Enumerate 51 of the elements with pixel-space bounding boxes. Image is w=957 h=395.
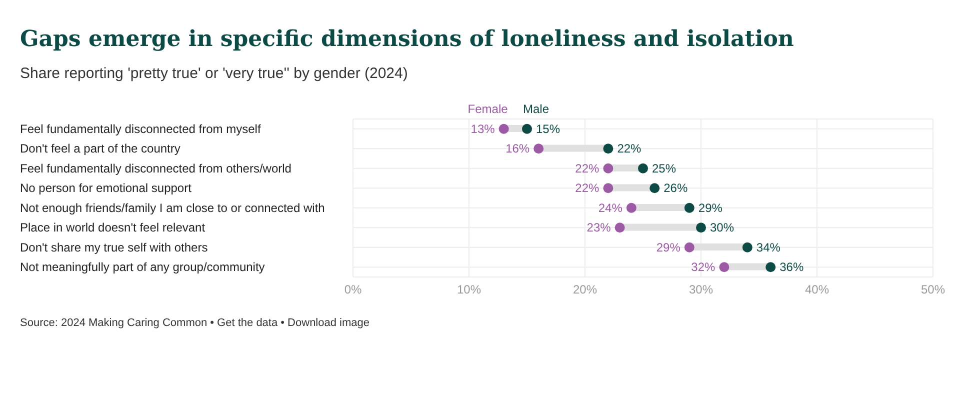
x-tick-label: 50% (920, 282, 946, 297)
text: Share reporting 'pretty true' or 'very true'' by gender (2024) (20, 65, 408, 82)
point (626, 202, 636, 213)
data-label: 32% (691, 260, 716, 274)
y-tick-label: Don't share my true self with others (20, 240, 208, 254)
data-label: 22% (575, 161, 600, 176)
x-tick-label: 30% (688, 282, 714, 297)
data-label: 29% (656, 240, 681, 254)
data-label: 36% (780, 260, 804, 274)
point (603, 183, 614, 194)
y-tick-label: Place in world doesn't feel relevant (20, 220, 206, 235)
y-tick-label: Don't feel a part of the country (20, 142, 180, 156)
data-label: 22% (575, 181, 600, 196)
point (650, 183, 660, 194)
data-label: 23% (586, 220, 612, 235)
point (684, 202, 694, 213)
data-label: 15% (536, 122, 560, 136)
x-tick-label: 10% (456, 282, 482, 297)
source-note: Source: 2024 Making Caring Common • Get the data • Download image (20, 317, 370, 329)
point (534, 144, 544, 154)
data-label: 26% (664, 181, 688, 196)
point (766, 262, 776, 272)
series-label: Male (523, 102, 550, 116)
data-label: 25% (652, 161, 676, 176)
data-label: 29% (698, 200, 723, 215)
point (684, 242, 694, 252)
x-tick-label: 20% (572, 282, 598, 297)
y-tick-label: Feel fundamentally disconnected from others/world (20, 161, 292, 176)
y-tick-label: Not enough friends/family I am close to or connected with (20, 200, 325, 215)
point (614, 222, 625, 233)
y-tick-label: Not meaningfully part of any group/community (20, 260, 265, 274)
chart-title: Gaps emerge in specific dimensions of loneliness and isolation (20, 26, 794, 52)
point (603, 163, 614, 174)
y-tick-label: No person for emotional support (20, 181, 192, 196)
y-tick-label: Feel fundamentally disconnected from myself (20, 122, 262, 136)
data-label: 16% (506, 142, 530, 156)
point (522, 124, 532, 134)
point (498, 124, 509, 134)
point (638, 163, 648, 174)
point (742, 242, 752, 252)
data-label: 34% (756, 240, 781, 254)
data-label: 24% (598, 200, 623, 215)
point (696, 222, 706, 233)
data-label: 13% (470, 122, 496, 136)
x-tick-label: 0% (344, 282, 362, 297)
x-tick-label: 40% (804, 282, 830, 297)
point (719, 262, 730, 272)
point (603, 144, 614, 154)
data-label: 22% (617, 142, 642, 156)
data-label: 30% (710, 220, 734, 235)
series-label: Female (468, 102, 508, 116)
